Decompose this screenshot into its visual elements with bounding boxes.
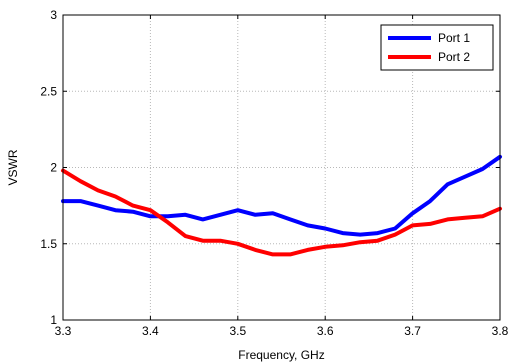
x-tick-label: 3.3 [55,324,72,338]
x-tick-label: 3.7 [404,324,421,338]
legend-label-port-2: Port 2 [438,50,470,64]
series-line-port-1 [61,154,502,237]
ticks: 3.3 3.4 3.5 3.6 3.7 3.8 1 1.5 2 2.5 3 [40,8,508,338]
x-tick-label: 3.8 [492,324,509,338]
y-axis-label: VSWR [6,149,20,185]
y-tick-label: 1.5 [40,237,57,251]
y-tick-label: 1 [50,313,57,327]
y-tick-label: 2.5 [40,84,57,98]
series-line-port-2 [61,168,502,257]
legend-box [380,24,494,71]
legend: Port 1 Port 2 [380,24,494,71]
x-axis-label: Frequency, GHz [238,348,324,362]
series-layer [61,154,502,257]
legend-label-port-1: Port 1 [438,31,470,45]
x-tick-label: 3.6 [317,324,334,338]
x-tick-label: 3.4 [142,324,159,338]
x-tick-label: 3.5 [229,324,246,338]
y-tick-label: 3 [50,8,57,22]
y-tick-label: 2 [50,161,57,175]
